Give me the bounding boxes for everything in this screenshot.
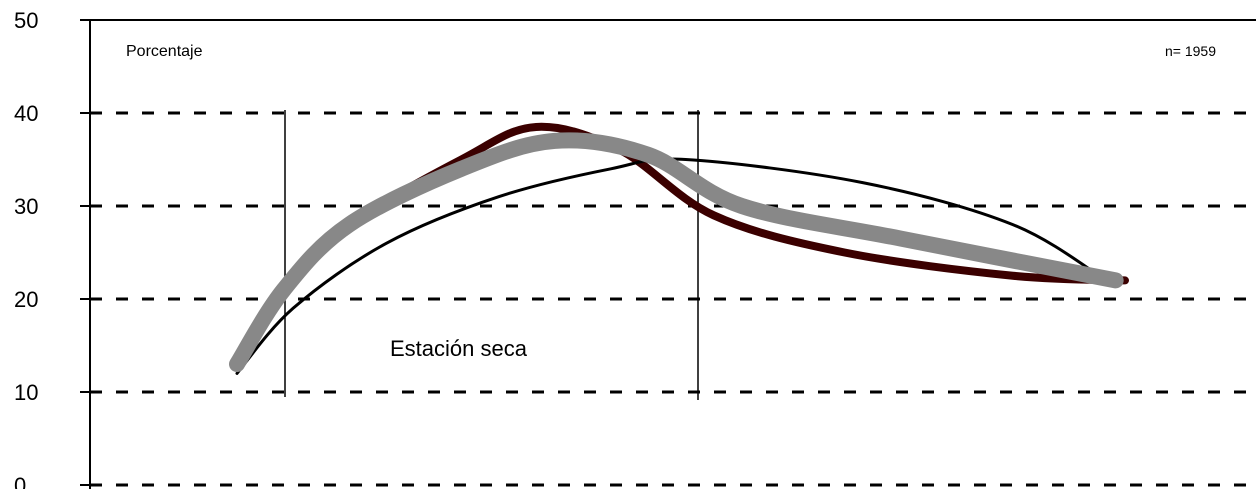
y-tick-label: 10	[14, 380, 38, 405]
y-axis-label: Porcentaje	[126, 43, 203, 60]
y-axis-ticks: 0 10 20 30 40 50	[14, 8, 90, 489]
y-tick-label: 30	[14, 194, 38, 219]
season-markers	[284, 110, 699, 400]
y-tick-label: 20	[14, 287, 38, 312]
plot-frame	[89, 19, 1256, 489]
y-tick-label: 0	[14, 473, 26, 489]
dry-season-label: Estación seca	[390, 336, 528, 361]
series-black-line	[235, 157, 1108, 375]
y-tick-label: 50	[14, 8, 38, 33]
series-gray-line	[229, 132, 1124, 373]
series-dark-red-line	[233, 122, 1129, 369]
series-lines	[229, 122, 1129, 375]
sample-size-label: n= 1959	[1165, 43, 1216, 59]
y-tick-label: 40	[14, 101, 38, 126]
grid-lines	[90, 111, 1256, 487]
